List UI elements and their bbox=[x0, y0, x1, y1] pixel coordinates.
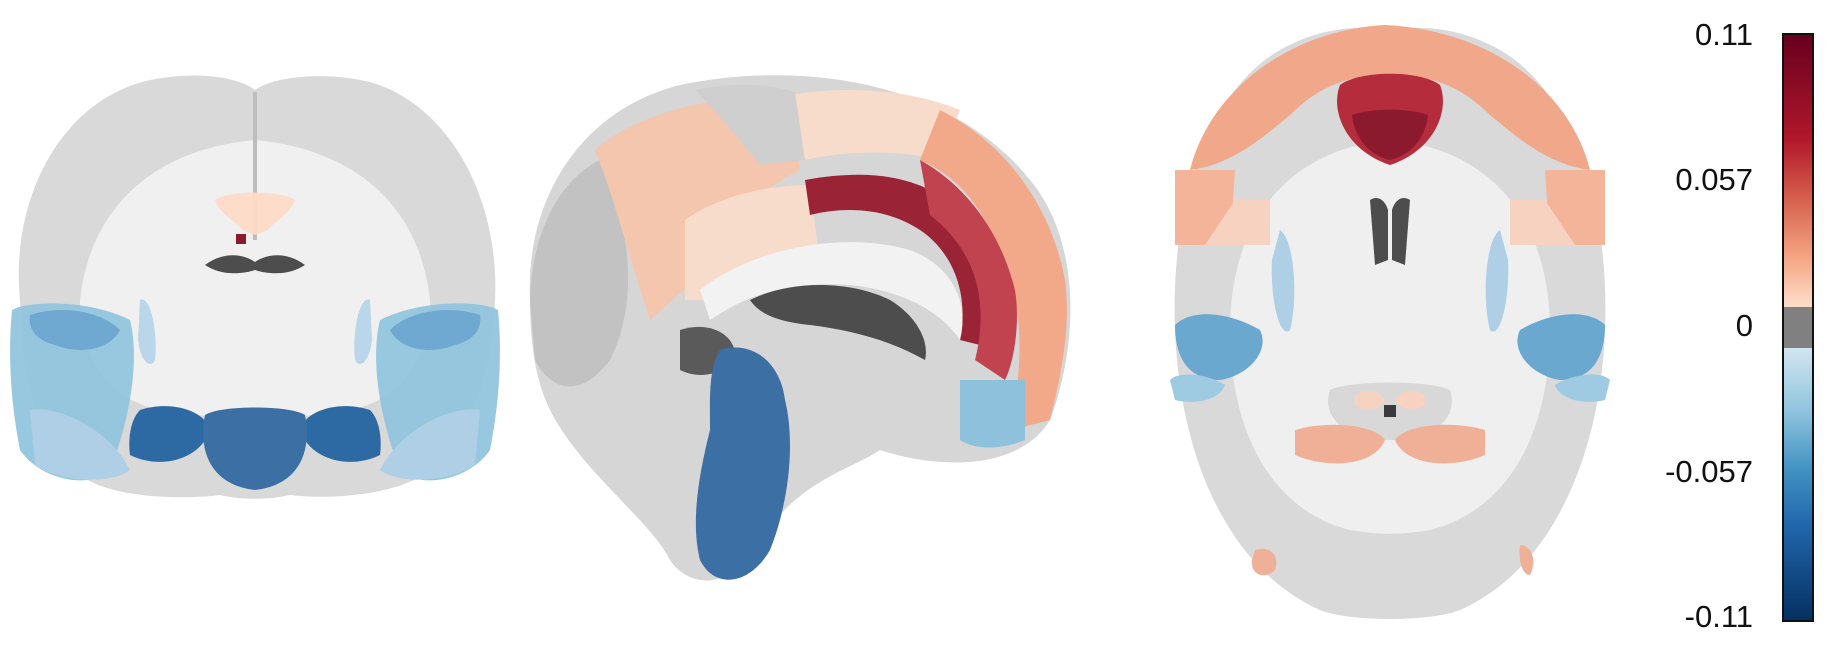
axial-left-occipital bbox=[1251, 548, 1277, 576]
coronal-left-inferior-temporal bbox=[30, 409, 130, 480]
colorbar-tick-min: -0.11 bbox=[1684, 599, 1753, 634]
axial-right-insula bbox=[1517, 314, 1605, 380]
axial-left-temporal bbox=[1170, 374, 1225, 402]
coronal-ventricles bbox=[205, 255, 305, 274]
colorbar-tick-zero: 0 bbox=[1735, 308, 1753, 343]
axial-left-insula bbox=[1175, 314, 1263, 380]
sagittal-paracentral bbox=[695, 84, 805, 165]
axial-ventricles bbox=[1370, 198, 1410, 265]
sagittal-superior-frontal bbox=[790, 90, 960, 160]
axial-right-pallidum bbox=[1395, 390, 1425, 410]
coronal-right-insula bbox=[390, 310, 481, 350]
axial-left-posterior bbox=[1295, 424, 1385, 464]
axial-right-frontal-inner bbox=[1510, 200, 1575, 245]
coronal-brainstem bbox=[203, 407, 307, 490]
axial-right-occipital bbox=[1519, 545, 1534, 575]
colorbar: 0.11 0.057 0 -0.057 -0.11 bbox=[1650, 0, 1825, 650]
sagittal-occipital bbox=[530, 160, 629, 387]
axial-medial-orbitofrontal-inner bbox=[1352, 109, 1428, 160]
sagittal-corpus-callosum bbox=[700, 242, 963, 340]
axial-brain-view bbox=[1130, 0, 1650, 650]
sagittal-anterior-cingulate-outer bbox=[920, 160, 1017, 380]
colorbar-tick-low: -0.057 bbox=[1665, 454, 1753, 489]
coronal-cingulate-region bbox=[215, 192, 295, 235]
sagittal-posterior-cingulate bbox=[685, 185, 820, 300]
sagittal-orbitofrontal bbox=[960, 380, 1025, 448]
coronal-small-red-region bbox=[236, 234, 246, 244]
coronal-left-insula bbox=[29, 310, 120, 350]
sagittal-medial-frontal bbox=[920, 110, 1067, 430]
coronal-white-matter bbox=[80, 140, 430, 418]
coronal-left-hippocampus bbox=[129, 406, 210, 462]
coronal-right-inferior-temporal bbox=[380, 409, 480, 480]
colorbar-gradient bbox=[1782, 33, 1814, 622]
axial-right-putamen bbox=[1485, 230, 1509, 332]
colorbar-tick-max: 0.11 bbox=[1694, 17, 1753, 52]
sagittal-ventricle bbox=[750, 285, 926, 360]
axial-right-temporal bbox=[1555, 374, 1610, 402]
coronal-brain-view bbox=[0, 0, 510, 650]
axial-white-matter bbox=[1230, 140, 1550, 534]
coronal-right-mid-temporal bbox=[354, 299, 372, 364]
axial-frontal-cortex bbox=[1190, 25, 1590, 170]
coronal-left-mid-temporal bbox=[138, 299, 156, 364]
axial-right-posterior bbox=[1395, 424, 1485, 464]
sagittal-parietal bbox=[595, 95, 800, 320]
coronal-right-hippocampus bbox=[300, 406, 381, 462]
axial-midbrain-dark bbox=[1384, 405, 1396, 417]
axial-left-pallidum bbox=[1355, 390, 1385, 410]
colorbar-tick-high: 0.057 bbox=[1675, 162, 1753, 197]
axial-left-frontal-inner bbox=[1205, 200, 1270, 245]
sagittal-brainstem bbox=[695, 347, 790, 580]
sagittal-brain-view bbox=[520, 0, 1140, 650]
axial-left-putamen bbox=[1271, 230, 1295, 332]
